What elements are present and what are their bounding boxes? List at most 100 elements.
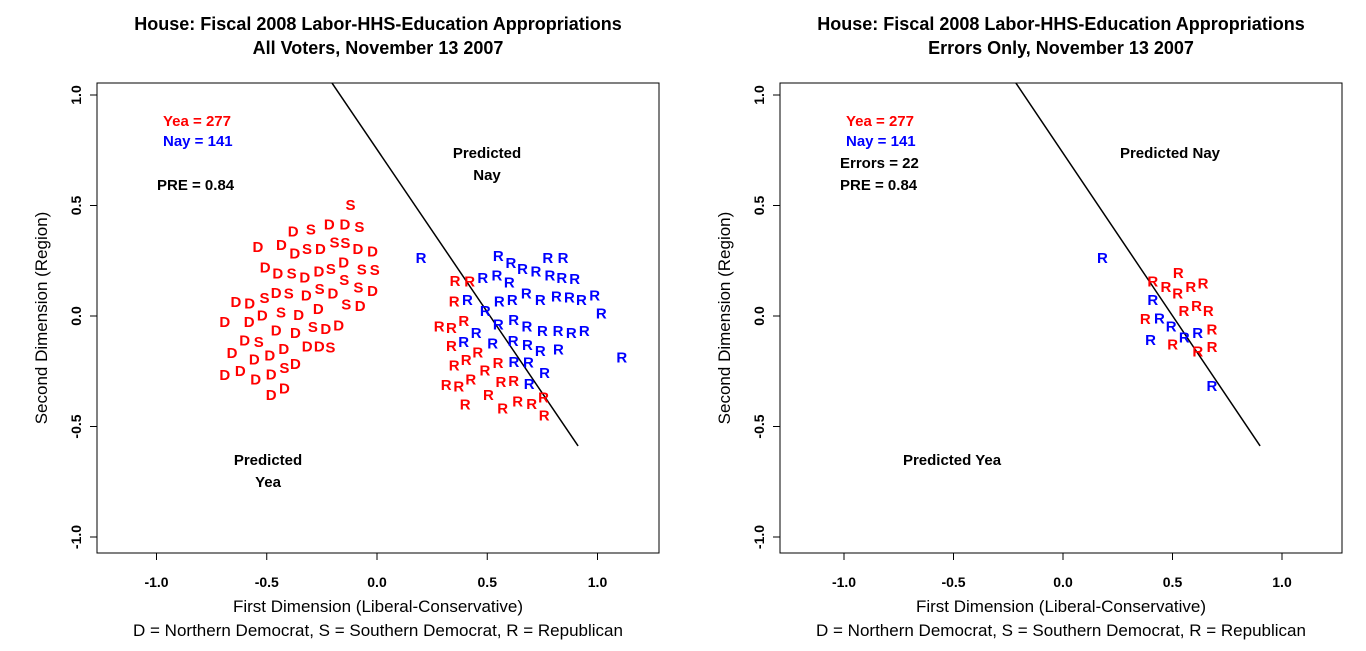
- point-D-yea: D: [367, 283, 378, 300]
- point-R-nay: R: [531, 263, 542, 280]
- point-S-yea: S: [315, 281, 325, 298]
- point-R-nay: R: [553, 323, 564, 340]
- point-R-yea: R: [1207, 339, 1218, 356]
- point-R-yea: R: [441, 377, 452, 394]
- point-D-yea: D: [266, 387, 277, 404]
- point-D-yea: D: [250, 372, 261, 389]
- predicted-nay-label: Predicted Nay: [1120, 145, 1221, 162]
- point-R-yea: R: [465, 372, 476, 389]
- predicted-yea-label: Predicted: [234, 452, 302, 469]
- point-R-yea: R: [539, 408, 550, 425]
- point-D-yea: D: [249, 352, 260, 369]
- point-R-nay: R: [558, 250, 569, 267]
- x-tick-label: -0.5: [255, 574, 279, 590]
- point-R-nay: R: [505, 255, 516, 272]
- point-R-nay: R: [1097, 250, 1108, 267]
- point-S-yea: S: [260, 290, 270, 307]
- x-tick-label: 1.0: [588, 574, 608, 590]
- point-R-nay: R: [579, 323, 590, 340]
- point-R-yea: R: [1161, 279, 1172, 296]
- x-tick-label: 0.5: [478, 574, 498, 590]
- point-S-yea: S: [306, 221, 316, 238]
- y-tick-label: 0.0: [68, 306, 84, 326]
- point-R-nay: R: [508, 333, 519, 350]
- point-D-yea: D: [315, 241, 326, 258]
- y-tick-label: 0.0: [751, 306, 767, 326]
- point-D-yea: D: [260, 259, 271, 276]
- annotation-pre: PRE = 0.84: [157, 177, 235, 194]
- y-tick-label: -0.5: [68, 414, 84, 438]
- point-D-yea: D: [219, 314, 230, 331]
- point-R-nay: R: [477, 270, 488, 287]
- point-R-nay: R: [523, 354, 534, 371]
- point-R-nay: R: [524, 376, 535, 393]
- point-R-nay: R: [1206, 378, 1217, 395]
- point-S-yea: S: [279, 360, 289, 377]
- point-R-nay: R: [542, 250, 553, 267]
- point-R-nay: R: [1147, 292, 1158, 309]
- point-S-yea: S: [357, 261, 367, 278]
- y-axis-label: Second Dimension (Region): [715, 212, 734, 425]
- point-R-yea: R: [461, 352, 472, 369]
- annotation-pre: PRE = 0.84: [840, 177, 918, 194]
- point-R-nay: R: [556, 270, 567, 287]
- chart-title-line: House: Fiscal 2008 Labor-HHS-Education A…: [134, 14, 621, 34]
- point-R-nay: R: [494, 294, 505, 311]
- point-D-yea: D: [253, 239, 264, 256]
- point-S-yea: S: [287, 265, 297, 282]
- point-R-yea: R: [434, 319, 445, 336]
- point-R-nay: R: [537, 323, 548, 340]
- point-R-nay: R: [508, 312, 519, 329]
- point-R-yea: R: [508, 373, 519, 390]
- point-R-nay: R: [589, 288, 600, 305]
- point-R-nay: R: [551, 289, 562, 306]
- point-D-yea: D: [340, 216, 351, 233]
- annotation-nay: Nay = 141: [846, 133, 916, 150]
- point-D-yea: D: [272, 266, 283, 283]
- point-R-nay: R: [491, 268, 502, 285]
- point-S-yea: S: [326, 261, 336, 278]
- caption: D = Northern Democrat, S = Southern Demo…: [133, 621, 623, 640]
- x-tick-label: 0.5: [1163, 574, 1183, 590]
- point-D-yea: D: [301, 287, 312, 304]
- point-D-yea: D: [239, 333, 250, 350]
- point-S-yea: S: [276, 305, 286, 322]
- point-R-yea: R: [450, 273, 461, 290]
- point-D-yea: D: [327, 285, 338, 302]
- predicted-yea-label: Predicted Yea: [903, 452, 1002, 469]
- point-R-nay: R: [517, 261, 528, 278]
- point-S-yea: S: [284, 285, 294, 302]
- predicted-nay-label: Predicted: [453, 145, 521, 162]
- point-R-nay: R: [596, 306, 607, 323]
- point-R-nay: R: [566, 325, 577, 342]
- point-D-yea: D: [219, 367, 230, 384]
- point-R-nay: R: [569, 271, 580, 288]
- point-R-nay: R: [416, 250, 427, 267]
- point-D-yea: D: [338, 254, 349, 271]
- annotation-yea: Yea = 277: [163, 113, 231, 130]
- point-R-nay: R: [462, 292, 473, 309]
- point-R-yea: R: [497, 400, 508, 417]
- point-S-yea: S: [340, 235, 350, 252]
- point-R-yea: R: [453, 378, 464, 395]
- point-R-yea: R: [538, 389, 549, 406]
- point-S-yea: S: [254, 334, 264, 351]
- x-tick-label: -0.5: [941, 574, 965, 590]
- point-R-yea: R: [446, 320, 457, 337]
- point-R-yea: R: [446, 338, 457, 355]
- y-tick-label: 0.5: [68, 196, 84, 216]
- x-axis-label: First Dimension (Liberal-Conservative): [916, 597, 1206, 616]
- point-R-yea: R: [495, 374, 506, 391]
- point-D-yea: D: [244, 296, 255, 313]
- point-R-nay: R: [480, 303, 491, 320]
- point-R-yea: R: [1192, 344, 1203, 361]
- x-tick-label: -1.0: [832, 574, 856, 590]
- point-S-yea: S: [339, 272, 349, 289]
- point-R-yea: R: [1147, 274, 1158, 291]
- point-R-yea: R: [483, 387, 494, 404]
- point-R-nay: R: [508, 354, 519, 371]
- point-S-yea: S: [346, 197, 356, 214]
- point-R-yea: R: [493, 355, 504, 372]
- point-R-yea: R: [449, 294, 460, 311]
- point-R-nay: R: [493, 316, 504, 333]
